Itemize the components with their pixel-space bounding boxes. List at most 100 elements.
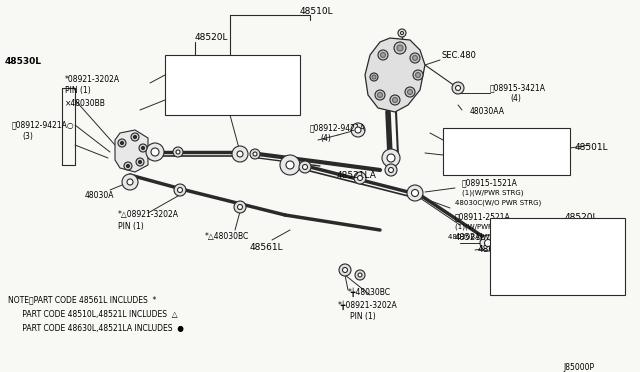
Circle shape: [127, 179, 133, 185]
Text: PART CODE 48630L,48521LA INCLUDES  ●: PART CODE 48630L,48521LA INCLUDES ●: [8, 324, 184, 333]
Circle shape: [136, 158, 144, 166]
Text: J85000P: J85000P: [564, 363, 595, 372]
Text: *╈08921-3202A: *╈08921-3202A: [338, 300, 397, 310]
Text: 48030C(W/O PWR STRG): 48030C(W/O PWR STRG): [455, 200, 541, 206]
Circle shape: [405, 87, 415, 97]
Circle shape: [382, 149, 400, 167]
Circle shape: [358, 273, 362, 277]
Text: PIN (1): PIN (1): [65, 87, 91, 96]
Text: SEC.480: SEC.480: [442, 51, 477, 60]
Text: 48521L: 48521L: [455, 234, 486, 243]
Text: *△08921-3202A: *△08921-3202A: [118, 211, 179, 219]
Text: ⓗ08915-3421A: ⓗ08915-3421A: [490, 83, 546, 93]
Text: NOTE　PART CODE 48561L INCLUDES  *: NOTE PART CODE 48561L INCLUDES *: [8, 295, 156, 305]
Text: ⓗ08915-1521A: ⓗ08915-1521A: [462, 179, 518, 187]
Text: 48530L: 48530L: [5, 58, 42, 67]
Circle shape: [410, 53, 420, 63]
Circle shape: [413, 70, 423, 80]
Circle shape: [398, 29, 406, 37]
Text: PIN (1): PIN (1): [448, 140, 474, 148]
Circle shape: [173, 147, 183, 157]
Circle shape: [375, 90, 385, 100]
Polygon shape: [115, 130, 148, 172]
Text: (1)(W/PWR STRG): (1)(W/PWR STRG): [455, 224, 516, 230]
Circle shape: [250, 149, 260, 159]
Circle shape: [591, 269, 609, 287]
Text: 48521LA: 48521LA: [337, 170, 377, 180]
Text: 08921-3202A: 08921-3202A: [172, 65, 223, 74]
Circle shape: [480, 235, 496, 251]
Circle shape: [141, 147, 145, 150]
Text: ×48030BB: ×48030BB: [65, 99, 106, 109]
Text: 48501L: 48501L: [575, 144, 609, 153]
Circle shape: [351, 123, 365, 137]
Text: 48030BA(W/O PWR STRG): 48030BA(W/O PWR STRG): [448, 234, 539, 240]
Polygon shape: [365, 38, 425, 112]
Circle shape: [120, 141, 124, 144]
Circle shape: [413, 55, 417, 61]
Circle shape: [358, 176, 362, 180]
Circle shape: [610, 278, 620, 288]
Circle shape: [134, 135, 136, 138]
Circle shape: [355, 127, 361, 133]
Circle shape: [370, 73, 378, 81]
Text: 48030B: 48030B: [248, 83, 277, 93]
Circle shape: [574, 266, 586, 278]
Circle shape: [388, 167, 394, 173]
Text: (1)(W/PWR STRG): (1)(W/PWR STRG): [462, 190, 524, 196]
Circle shape: [139, 144, 147, 152]
Circle shape: [499, 242, 511, 254]
Bar: [165, 55, 300, 115]
Circle shape: [299, 161, 311, 173]
Text: *╈48030BC: *╈48030BC: [348, 287, 391, 297]
Text: PART CODE 48510L,48521L INCLUDES  △: PART CODE 48510L,48521L INCLUDES △: [8, 310, 178, 318]
Bar: [490, 218, 625, 295]
Text: *08921-3202A: *08921-3202A: [65, 76, 120, 84]
Text: PIN (1): PIN (1): [350, 311, 376, 321]
Circle shape: [253, 152, 257, 156]
Circle shape: [415, 73, 420, 77]
Circle shape: [146, 143, 164, 161]
Bar: [443, 128, 570, 175]
Text: *08921-3202A: *08921-3202A: [448, 128, 503, 138]
Circle shape: [452, 82, 464, 94]
Text: *48030BB: *48030BB: [448, 153, 486, 161]
Circle shape: [138, 160, 141, 164]
Text: 48520L: 48520L: [565, 214, 598, 222]
Circle shape: [561, 264, 568, 272]
Text: (3): (3): [22, 132, 33, 141]
Circle shape: [354, 172, 366, 184]
Circle shape: [372, 75, 376, 79]
Circle shape: [355, 270, 365, 280]
Text: 48030A: 48030A: [85, 190, 115, 199]
Circle shape: [577, 269, 582, 275]
Text: (4): (4): [320, 135, 331, 144]
Circle shape: [237, 151, 243, 157]
Circle shape: [124, 162, 132, 170]
Text: (4): (4): [510, 94, 521, 103]
Circle shape: [408, 90, 413, 94]
Circle shape: [131, 133, 139, 141]
Circle shape: [339, 264, 351, 276]
Text: Ⓘ08911-2521A: Ⓘ08911-2521A: [455, 212, 511, 221]
Text: 48630L: 48630L: [478, 246, 511, 254]
Circle shape: [378, 50, 388, 60]
Circle shape: [174, 184, 186, 196]
Circle shape: [557, 260, 573, 276]
Circle shape: [390, 95, 400, 105]
Text: Ⓘ08912-9421A○: Ⓘ08912-9421A○: [12, 121, 74, 129]
Circle shape: [237, 205, 243, 209]
Circle shape: [127, 164, 129, 167]
Circle shape: [177, 187, 182, 192]
Text: Ⓘ08912-9421A: Ⓘ08912-9421A: [310, 124, 366, 132]
Circle shape: [596, 274, 604, 282]
Circle shape: [381, 52, 385, 58]
Circle shape: [484, 240, 492, 247]
Circle shape: [122, 174, 138, 190]
Text: *△48030BC: *△48030BC: [205, 232, 249, 241]
Text: PIN (1): PIN (1): [172, 77, 198, 87]
Circle shape: [232, 146, 248, 162]
Circle shape: [378, 93, 383, 97]
Circle shape: [385, 164, 397, 176]
Circle shape: [407, 185, 423, 201]
